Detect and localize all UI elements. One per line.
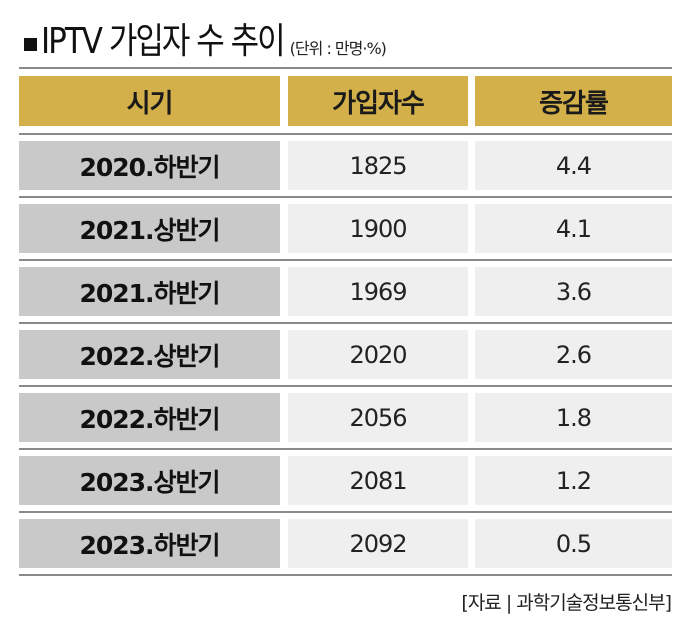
source-note: [자료 | 과학기술정보통신부] — [461, 592, 672, 614]
table-row: 2020.하반기 1825 4.4 — [19, 141, 672, 190]
row-rule — [19, 196, 672, 198]
change-cell: 3.6 — [475, 267, 672, 316]
subscribers-cell: 1900 — [288, 204, 468, 253]
row-rule — [19, 259, 672, 261]
change-cell: 2.6 — [475, 330, 672, 379]
period-cell: 2023.하반기 — [19, 519, 280, 568]
change-cell: 1.2 — [475, 456, 672, 505]
change-cell: 4.1 — [475, 204, 672, 253]
subscribers-cell: 2081 — [288, 456, 468, 505]
subscribers-cell: 1969 — [288, 267, 468, 316]
row-rule — [19, 385, 672, 387]
change-cell: 1.8 — [475, 393, 672, 442]
subscribers-cell: 2056 — [288, 393, 468, 442]
table-row: 2022.하반기 2056 1.8 — [19, 393, 672, 442]
period-cell: 2023.상반기 — [19, 456, 280, 505]
row-rule — [19, 511, 672, 513]
change-cell: 0.5 — [475, 519, 672, 568]
subscribers-cell: 1825 — [288, 141, 468, 190]
period-cell: 2021.하반기 — [19, 267, 280, 316]
row-rule — [19, 133, 672, 135]
period-cell: 2022.상반기 — [19, 330, 280, 379]
header-change: 증감률 — [475, 76, 672, 126]
change-cell: 4.4 — [475, 141, 672, 190]
subscribers-cell: 2092 — [288, 519, 468, 568]
table-row: 2021.상반기 1900 4.1 — [19, 204, 672, 253]
table-row: 2023.상반기 2081 1.2 — [19, 456, 672, 505]
table-row: 2021.하반기 1969 3.6 — [19, 267, 672, 316]
bullet-square-icon — [24, 38, 37, 51]
chart-title: IPTV 가입자 수 추이 (단위 : 만명·%) — [24, 14, 387, 63]
table-row: 2022.상반기 2020 2.6 — [19, 330, 672, 379]
row-rule — [19, 448, 672, 450]
header-period: 시기 — [19, 76, 280, 126]
data-table: 시기 가입자수 증감률 2020.하반기 1825 4.4 2021.상반기 1… — [19, 67, 672, 576]
table-header-row: 시기 가입자수 증감률 — [19, 76, 672, 126]
period-cell: 2020.하반기 — [19, 141, 280, 190]
period-cell: 2021.상반기 — [19, 204, 280, 253]
subscribers-cell: 2020 — [288, 330, 468, 379]
unit-label: (단위 : 만명·%) — [289, 39, 387, 58]
row-rule — [19, 322, 672, 324]
bottom-rule — [19, 574, 672, 576]
top-rule — [19, 67, 672, 69]
table-row: 2023.하반기 2092 0.5 — [19, 519, 672, 568]
period-cell: 2022.하반기 — [19, 393, 280, 442]
header-subscribers: 가입자수 — [288, 76, 468, 126]
title-text: IPTV 가입자 수 추이 — [41, 20, 286, 63]
